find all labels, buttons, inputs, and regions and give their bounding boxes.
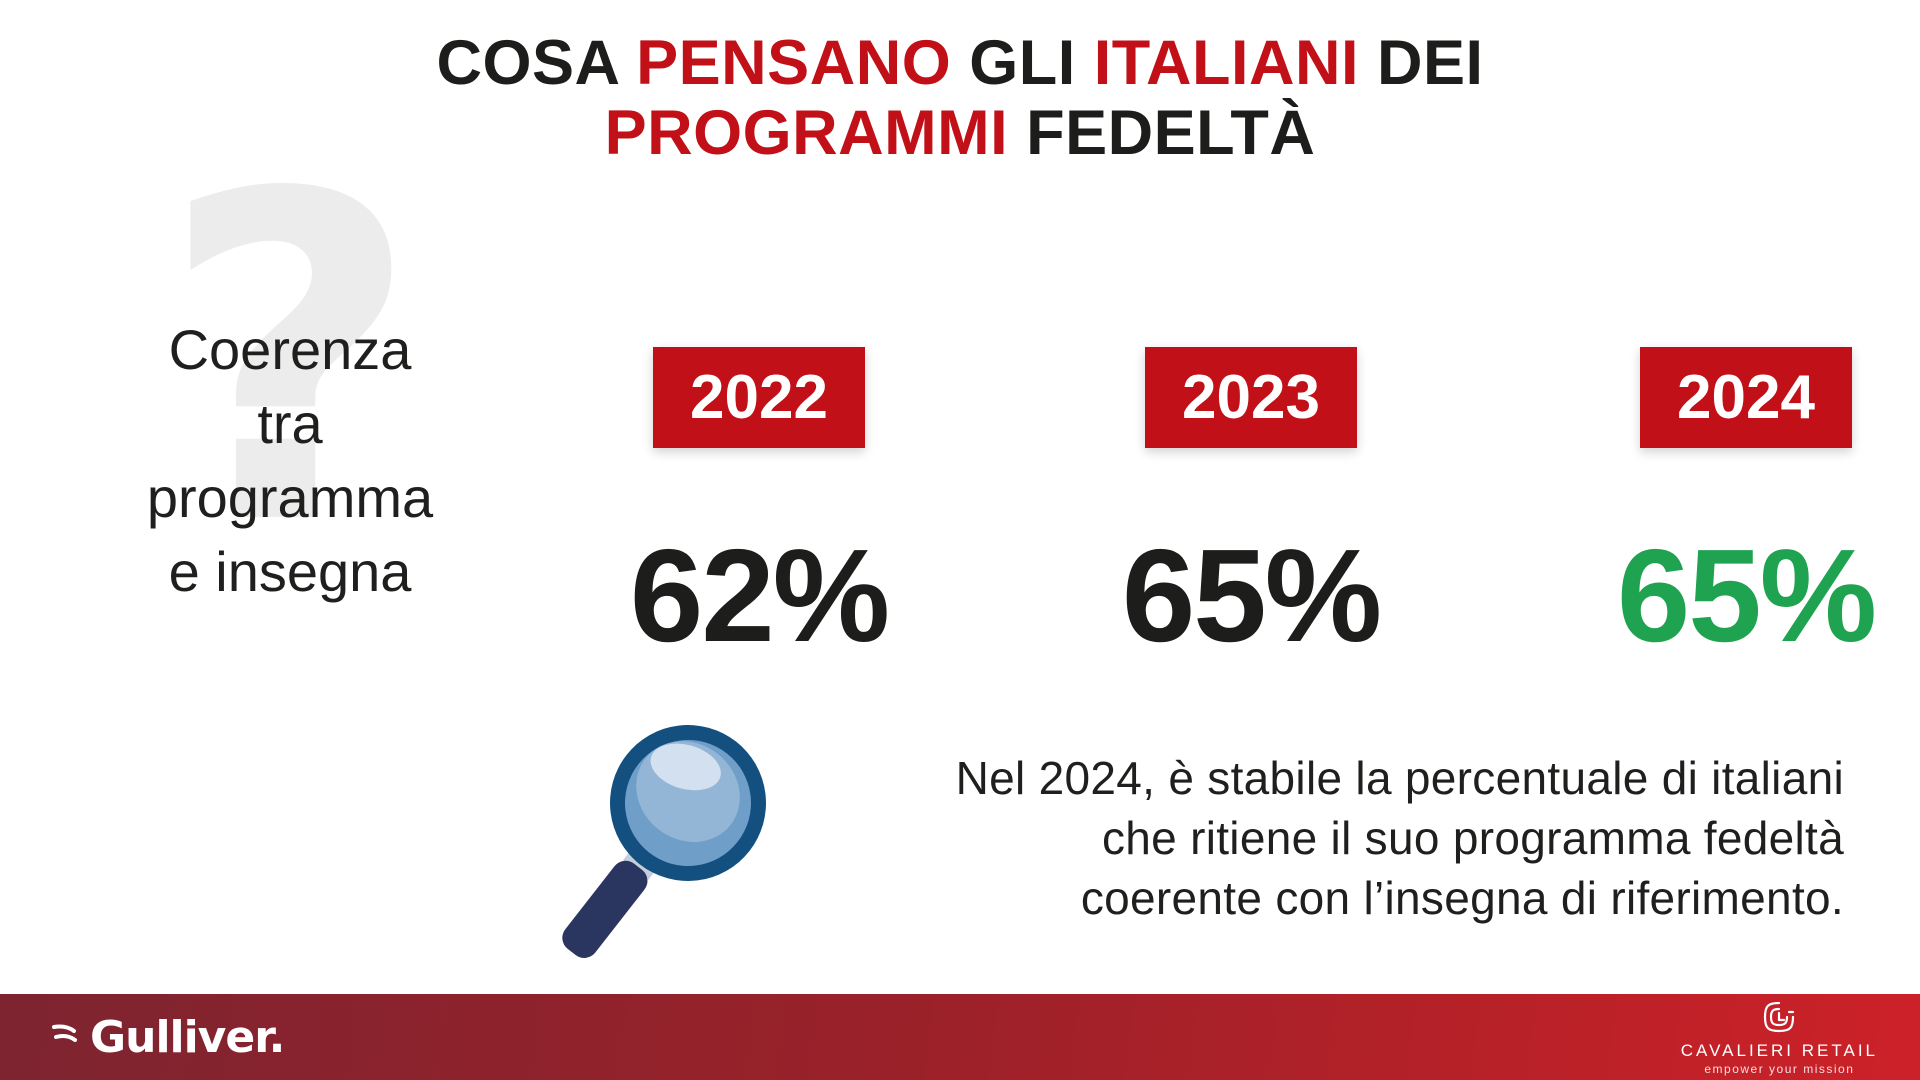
year-badge-2024: 2024 (1640, 347, 1852, 448)
topic-line: e insegna (168, 540, 412, 603)
title-line-1: COSA PENSANO GLI ITALIANI DEI (436, 28, 1484, 98)
column-2023: 2023 65% (1101, 347, 1401, 662)
gulliver-swoosh-icon (52, 1024, 77, 1042)
cavalieri-name: CAVALIERI RETAIL (1680, 1040, 1878, 1060)
insight-line: coerente con l’insegna di riferimento. (1080, 872, 1844, 924)
title-line-2: PROGRAMMI FEDELTÀ (604, 98, 1316, 168)
topic-line: tra (257, 392, 323, 455)
topic-line: Coerenza (168, 318, 412, 381)
year-badge-2023: 2023 (1145, 347, 1357, 448)
topic-label: Coerenza tra programma e insegna (60, 225, 520, 609)
footer-bar: Gulliver. CAVALIERI RETAIL empower your … (0, 994, 1920, 1080)
column-2022: 2022 62% (609, 347, 909, 662)
cavalieri-mark-icon (1764, 1001, 1795, 1032)
value-2022: 62% (629, 522, 890, 669)
cavalieri-logo: CAVALIERI RETAIL empower your mission (1681, 1000, 1878, 1075)
value-2024: 65% (1616, 522, 1877, 669)
insight-line: che ritiene il suo programma fedeltà (1101, 812, 1844, 864)
year-badge-2022: 2022 (653, 347, 865, 448)
insight-line: Nel 2024, è stabile la percentuale di it… (955, 752, 1844, 804)
question-mark-icon: ? (159, 100, 421, 624)
gulliver-logo: Gulliver. (52, 1011, 285, 1063)
topic-line: programma (146, 466, 434, 529)
insight-text: Nel 2024, è stabile la percentuale di it… (744, 748, 1844, 928)
value-2023: 65% (1121, 522, 1382, 669)
gulliver-wordmark: Gulliver. (90, 1011, 285, 1063)
page-title: COSA PENSANO GLI ITALIANI DEI PROGRAMMI … (0, 28, 1920, 168)
cavalieri-tagline: empower your mission (1704, 1061, 1855, 1076)
topic-block: ? Coerenza tra programma e insegna (60, 137, 520, 625)
magnifier-icon (548, 718, 778, 978)
column-2024: 2024 65% (1596, 347, 1896, 662)
